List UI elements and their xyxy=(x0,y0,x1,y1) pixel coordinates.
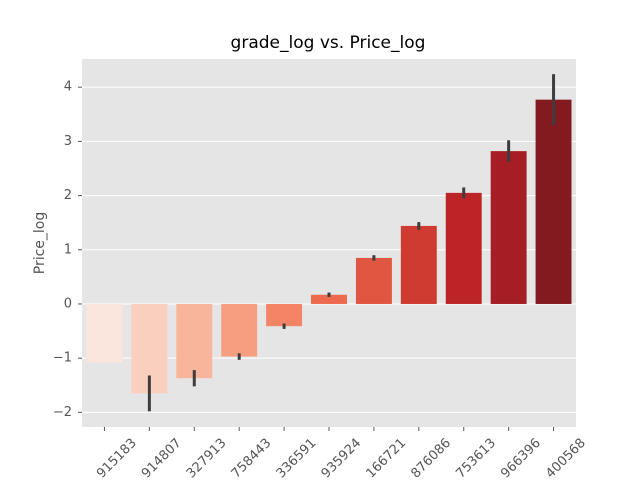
bar xyxy=(221,303,258,357)
x-tick-label: 166721 xyxy=(364,436,410,480)
x-tick-label: 935924 xyxy=(319,436,365,480)
y-axis-label: Price_log xyxy=(32,212,48,275)
x-tick-label: 915183 xyxy=(94,436,140,480)
x-tick-label: 914807 xyxy=(139,436,185,480)
y-tick-label: −2 xyxy=(53,405,72,420)
y-tick-label: 2 xyxy=(64,188,72,203)
x-tick-label: 336591 xyxy=(274,436,320,480)
bar xyxy=(535,99,572,304)
y-tick-label: 3 xyxy=(64,134,72,149)
bar xyxy=(311,294,347,304)
y-tick-label: 0 xyxy=(64,296,72,311)
bar xyxy=(86,303,123,363)
x-tick-label: 753613 xyxy=(453,436,499,480)
x-tick-label: 400568 xyxy=(543,436,589,480)
x-tick-label: 966396 xyxy=(498,436,544,480)
bar xyxy=(400,225,437,304)
x-tick-label: 876086 xyxy=(408,436,454,480)
bar xyxy=(355,257,392,304)
bar xyxy=(445,192,482,304)
y-tick-label: −1 xyxy=(53,351,72,366)
bar xyxy=(266,303,303,327)
bar xyxy=(176,303,213,379)
y-tick-label: 4 xyxy=(64,80,72,95)
x-tick-label: 327913 xyxy=(184,436,230,480)
y-tick-label: 1 xyxy=(64,242,72,257)
bar xyxy=(490,151,527,304)
x-tick-label: 758443 xyxy=(229,436,275,480)
chart-title: grade_log vs. Price_log xyxy=(231,33,426,53)
